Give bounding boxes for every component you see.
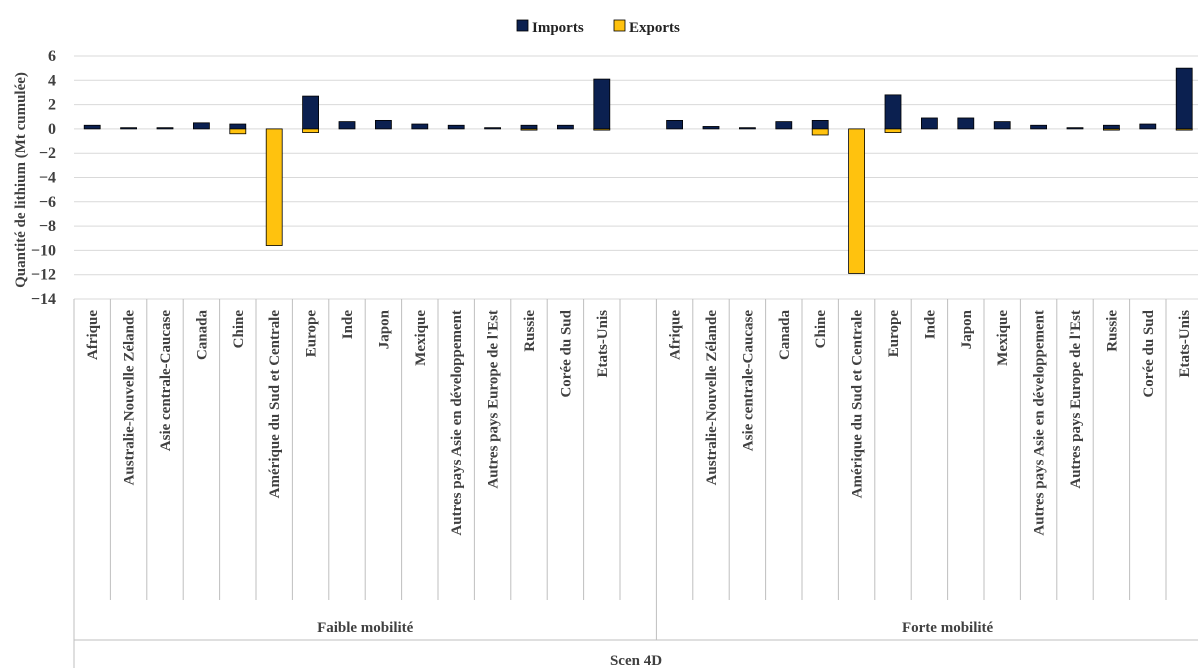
- x-category-label: Australie-Nouvelle Zélande: [704, 310, 720, 486]
- y-tick-label: −14: [31, 291, 56, 308]
- legend: Imports Exports: [516, 19, 680, 36]
- bar-imports: [192, 122, 210, 130]
- y-tick-label: 2: [48, 97, 56, 114]
- bar-exports: [229, 128, 247, 135]
- x-category-label: Autres pays Europe de l'Est: [486, 310, 502, 489]
- bar-exports: [848, 128, 865, 274]
- x-category-label: Inde: [922, 310, 938, 340]
- x-category-label: Corée du Sud: [558, 309, 574, 397]
- y-tick-label: −10: [31, 242, 56, 259]
- x-category-label: Europe: [304, 310, 320, 358]
- x-category-label: Autres pays Asie en développement: [449, 310, 465, 536]
- x-category-label: Asie centrale-Caucase: [158, 310, 174, 452]
- y-tick-label: 0: [48, 121, 56, 138]
- bars: [83, 67, 1193, 274]
- y-tick-label: −12: [31, 267, 56, 284]
- x-axis: Afrique Australie-Nouvelle Zélande Asie ce…: [73, 299, 1198, 668]
- x-category-label: Australie-Nouvelle Zélande: [122, 310, 138, 486]
- bar-imports: [520, 124, 538, 130]
- group-label: Forte mobilité: [902, 620, 994, 636]
- x-category-label: Japon: [959, 309, 975, 349]
- x-category-label: Inde: [340, 310, 356, 340]
- y-tick-label: −6: [39, 194, 56, 211]
- bar-imports: [666, 119, 683, 130]
- bar-imports: [484, 127, 502, 130]
- bar-imports: [957, 117, 975, 130]
- y-tick-label: 4: [48, 72, 56, 89]
- bar-imports: [702, 126, 720, 130]
- bar-exports: [265, 128, 283, 246]
- x-category-label: Amérique du Sud et Centrale: [267, 310, 283, 499]
- bar-imports: [1030, 124, 1047, 130]
- x-category-label: Canada: [194, 310, 210, 361]
- x-category-label: Autres pays Asie en développement: [1032, 310, 1048, 536]
- bar-imports: [120, 127, 137, 130]
- bar-imports: [1139, 123, 1157, 130]
- bar-imports: [884, 94, 902, 130]
- bar-imports: [1175, 67, 1193, 130]
- x-category-label: Russie: [522, 310, 538, 352]
- bar-imports: [811, 119, 829, 130]
- y-axis-label: Quantité de lithium (Mt cumulée): [13, 72, 29, 288]
- bar-exports: [593, 128, 611, 131]
- x-category-label: Etats-Unis: [1177, 310, 1193, 378]
- x-category-label: Asie centrale-Caucase: [740, 310, 756, 452]
- y-tick-label: −8: [39, 218, 56, 235]
- bar-exports: [302, 128, 320, 133]
- y-axis-ticks: 6 4 2 0 −2 −4 −6 −8 −10 −12 −14: [31, 48, 56, 308]
- y-tick-label: 6: [48, 48, 56, 65]
- x-category-label: Autres pays Europe de l'Est: [1068, 310, 1084, 489]
- x-category-label: Chine: [813, 310, 829, 349]
- bar-imports: [1066, 127, 1084, 130]
- bar-imports: [302, 95, 320, 130]
- bar-imports: [739, 127, 756, 130]
- bar-exports: [520, 128, 538, 131]
- bar-imports: [374, 119, 392, 130]
- bar-imports: [447, 124, 465, 130]
- legend-swatch-exports: [613, 19, 626, 32]
- x-category-label: Mexique: [995, 310, 1011, 366]
- bar-imports: [921, 117, 938, 130]
- x-category-label: Russie: [1104, 310, 1120, 352]
- bar-exports: [1103, 128, 1120, 131]
- bar-imports: [1103, 124, 1120, 130]
- x-category-label: Chine: [231, 310, 247, 349]
- bar-imports: [993, 121, 1011, 130]
- x-category-label: Japon: [376, 309, 392, 349]
- bar-imports: [338, 121, 356, 130]
- gridlines: [74, 55, 1198, 300]
- x-category-label: Amérique du Sud et Centrale: [850, 310, 866, 499]
- bar-exports: [1175, 128, 1193, 131]
- bar-exports: [811, 128, 829, 136]
- x-category-label: Afrique: [85, 310, 101, 360]
- bar-imports: [83, 124, 101, 130]
- bar-imports: [593, 78, 611, 130]
- bar-exports: [884, 128, 902, 133]
- legend-label-imports: Imports: [532, 20, 584, 36]
- group-label: Faible mobilité: [317, 620, 414, 636]
- y-tick-label: −4: [39, 170, 56, 187]
- bar-imports: [156, 127, 174, 130]
- x-category-label: Europe: [886, 310, 902, 358]
- x-category-label: Corée du Sud: [1141, 309, 1157, 397]
- bar-imports: [229, 123, 247, 130]
- x-category-label: Afrique: [668, 310, 684, 360]
- bar-imports: [557, 124, 574, 130]
- y-tick-label: −2: [39, 145, 56, 162]
- outer-group-label: Scen 4D: [610, 653, 662, 668]
- x-category-label: Canada: [777, 310, 793, 361]
- legend-label-exports: Exports: [629, 20, 680, 36]
- x-category-label: Mexique: [413, 310, 429, 366]
- bar-imports: [411, 123, 429, 130]
- x-category-label: Etats-Unis: [595, 310, 611, 378]
- legend-swatch-imports: [516, 19, 529, 32]
- bar-imports: [775, 121, 793, 130]
